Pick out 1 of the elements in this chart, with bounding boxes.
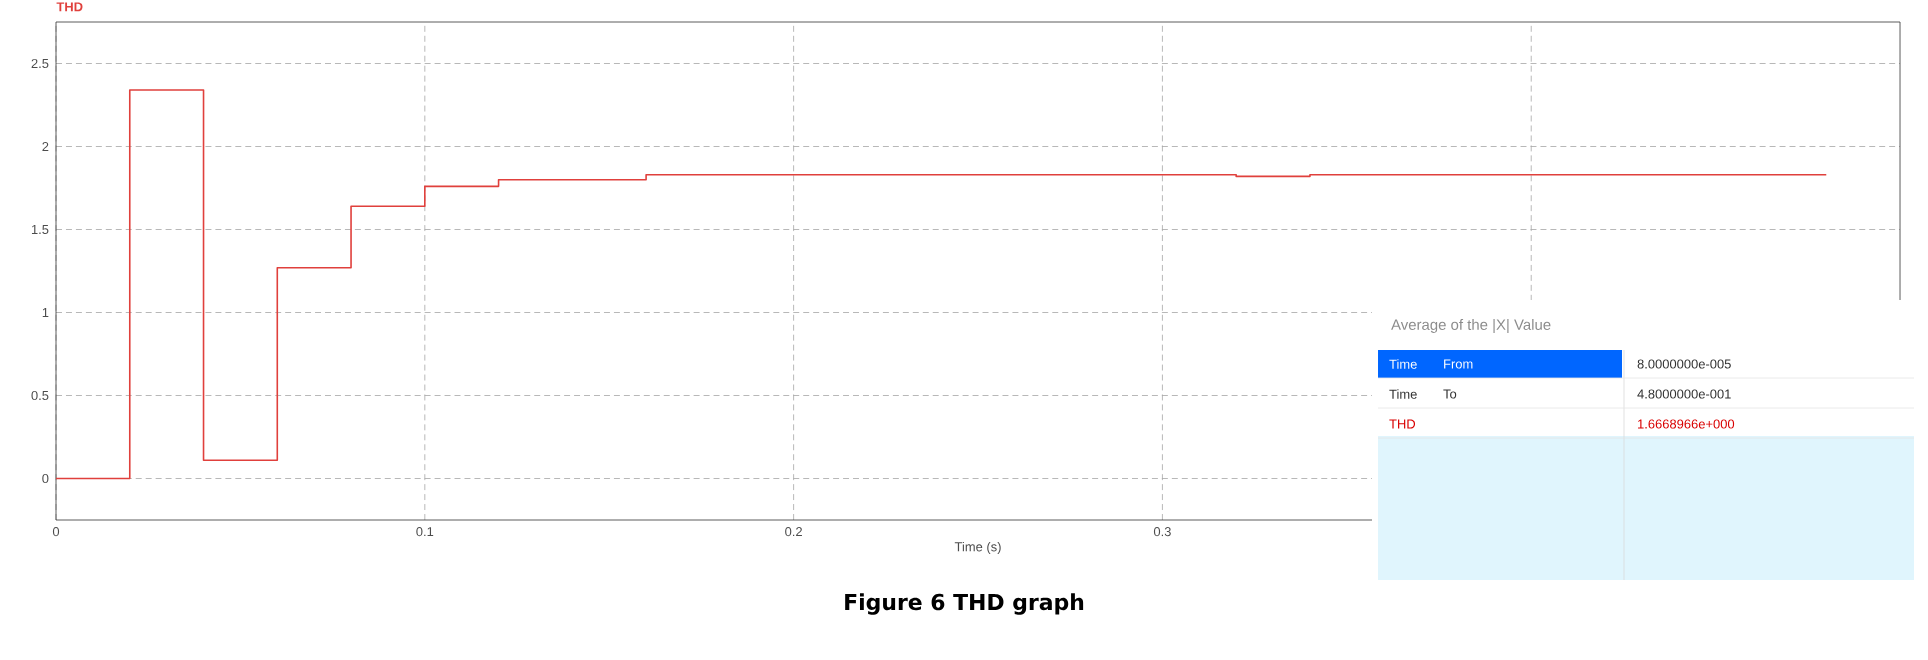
text: Figure 6 THD graph — [845, 593, 1084, 615]
